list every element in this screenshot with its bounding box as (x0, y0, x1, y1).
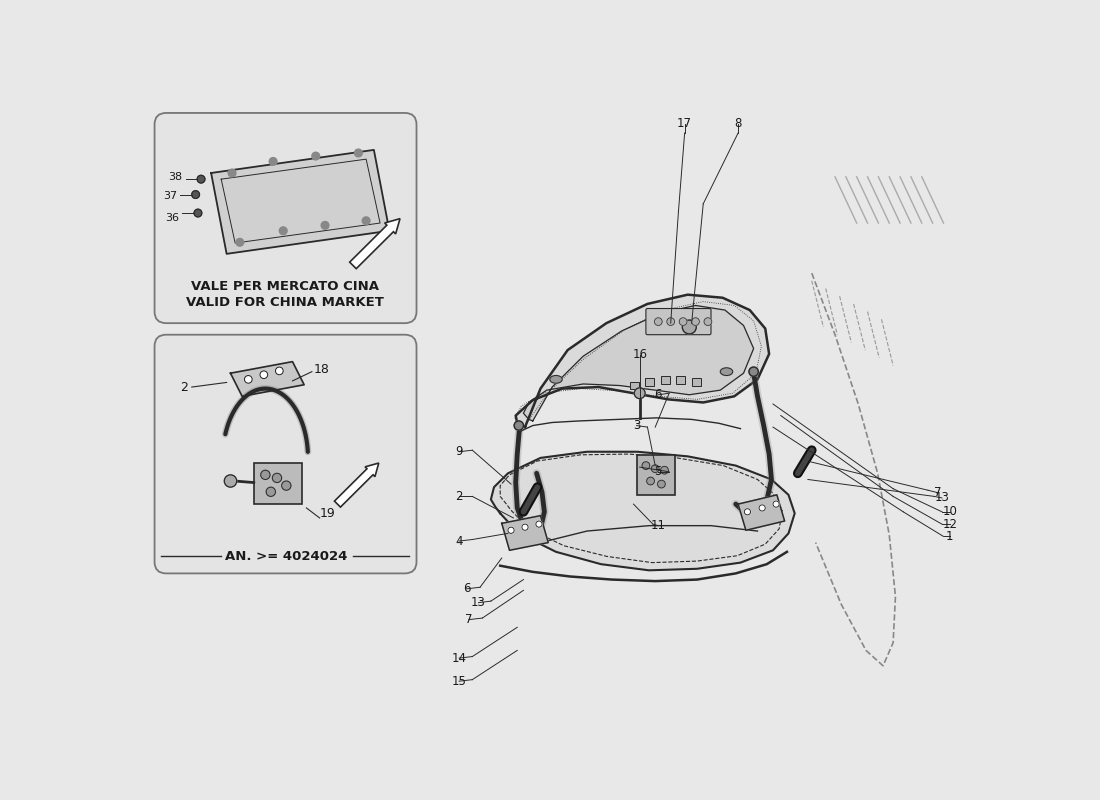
FancyArrow shape (334, 463, 378, 507)
Circle shape (682, 320, 696, 334)
Text: 3: 3 (632, 419, 640, 432)
Polygon shape (231, 362, 304, 396)
Circle shape (270, 158, 277, 166)
Text: 7: 7 (934, 486, 942, 499)
Circle shape (273, 474, 282, 482)
Text: 16: 16 (632, 348, 647, 362)
Circle shape (312, 152, 320, 160)
Circle shape (661, 466, 669, 474)
Circle shape (749, 367, 758, 376)
Polygon shape (211, 150, 389, 254)
Polygon shape (491, 452, 794, 570)
Text: 38: 38 (168, 172, 183, 182)
Polygon shape (502, 516, 548, 550)
Circle shape (228, 169, 235, 177)
Text: 9: 9 (455, 446, 463, 458)
Polygon shape (524, 306, 754, 421)
Circle shape (654, 318, 662, 326)
Circle shape (266, 487, 275, 496)
Circle shape (260, 371, 267, 378)
Text: 13: 13 (935, 491, 949, 505)
Circle shape (647, 477, 654, 485)
Bar (661, 376, 670, 384)
Circle shape (773, 501, 779, 507)
Circle shape (679, 318, 688, 326)
Text: 37: 37 (163, 191, 177, 201)
Circle shape (667, 318, 674, 326)
Text: 14: 14 (452, 651, 466, 665)
Circle shape (224, 475, 236, 487)
Circle shape (635, 388, 645, 398)
Circle shape (704, 318, 712, 326)
FancyBboxPatch shape (646, 309, 711, 334)
Circle shape (197, 175, 205, 183)
Circle shape (282, 481, 290, 490)
FancyBboxPatch shape (154, 334, 417, 574)
Circle shape (354, 149, 362, 157)
FancyBboxPatch shape (637, 455, 675, 495)
Text: 2: 2 (180, 381, 188, 394)
Circle shape (362, 217, 370, 225)
Circle shape (194, 209, 201, 217)
Circle shape (658, 480, 666, 488)
Ellipse shape (720, 368, 733, 375)
Text: 11: 11 (651, 519, 666, 532)
Circle shape (275, 367, 283, 374)
Circle shape (321, 222, 329, 230)
Circle shape (279, 227, 287, 234)
Bar (629, 382, 639, 390)
Text: 4: 4 (455, 534, 463, 547)
FancyBboxPatch shape (254, 462, 301, 504)
Text: 18: 18 (314, 363, 330, 376)
Text: 10: 10 (943, 506, 957, 518)
Text: AN. >= 4024024: AN. >= 4024024 (226, 550, 348, 563)
Circle shape (651, 465, 659, 473)
Text: 13: 13 (471, 596, 486, 609)
Circle shape (642, 462, 650, 470)
Text: 19: 19 (319, 507, 336, 520)
Circle shape (235, 238, 244, 246)
Polygon shape (516, 294, 769, 427)
Text: 1: 1 (946, 530, 954, 543)
Bar (692, 378, 701, 386)
FancyBboxPatch shape (154, 113, 417, 323)
Text: 36: 36 (165, 213, 179, 222)
Text: VALID FOR CHINA MARKET: VALID FOR CHINA MARKET (186, 296, 384, 309)
Text: 6: 6 (654, 388, 662, 402)
Text: 8: 8 (735, 118, 741, 130)
Circle shape (261, 470, 270, 479)
Text: 7: 7 (465, 613, 473, 626)
Circle shape (745, 509, 750, 515)
Text: 17: 17 (678, 118, 692, 130)
Circle shape (692, 318, 700, 326)
Text: 12: 12 (943, 518, 957, 530)
FancyArrow shape (350, 218, 400, 269)
Bar (676, 376, 685, 384)
Circle shape (514, 421, 524, 430)
Polygon shape (738, 495, 784, 530)
Circle shape (536, 521, 542, 527)
Bar (645, 378, 654, 386)
Circle shape (244, 375, 252, 383)
Text: 15: 15 (452, 674, 466, 688)
Circle shape (521, 524, 528, 530)
Circle shape (191, 190, 199, 198)
Ellipse shape (550, 375, 562, 383)
Text: 5: 5 (654, 466, 662, 478)
Circle shape (508, 527, 514, 534)
Text: VALE PER MERCATO CINA: VALE PER MERCATO CINA (190, 281, 378, 294)
Text: 6: 6 (463, 582, 471, 595)
Text: 2: 2 (455, 490, 463, 503)
Circle shape (759, 505, 766, 511)
